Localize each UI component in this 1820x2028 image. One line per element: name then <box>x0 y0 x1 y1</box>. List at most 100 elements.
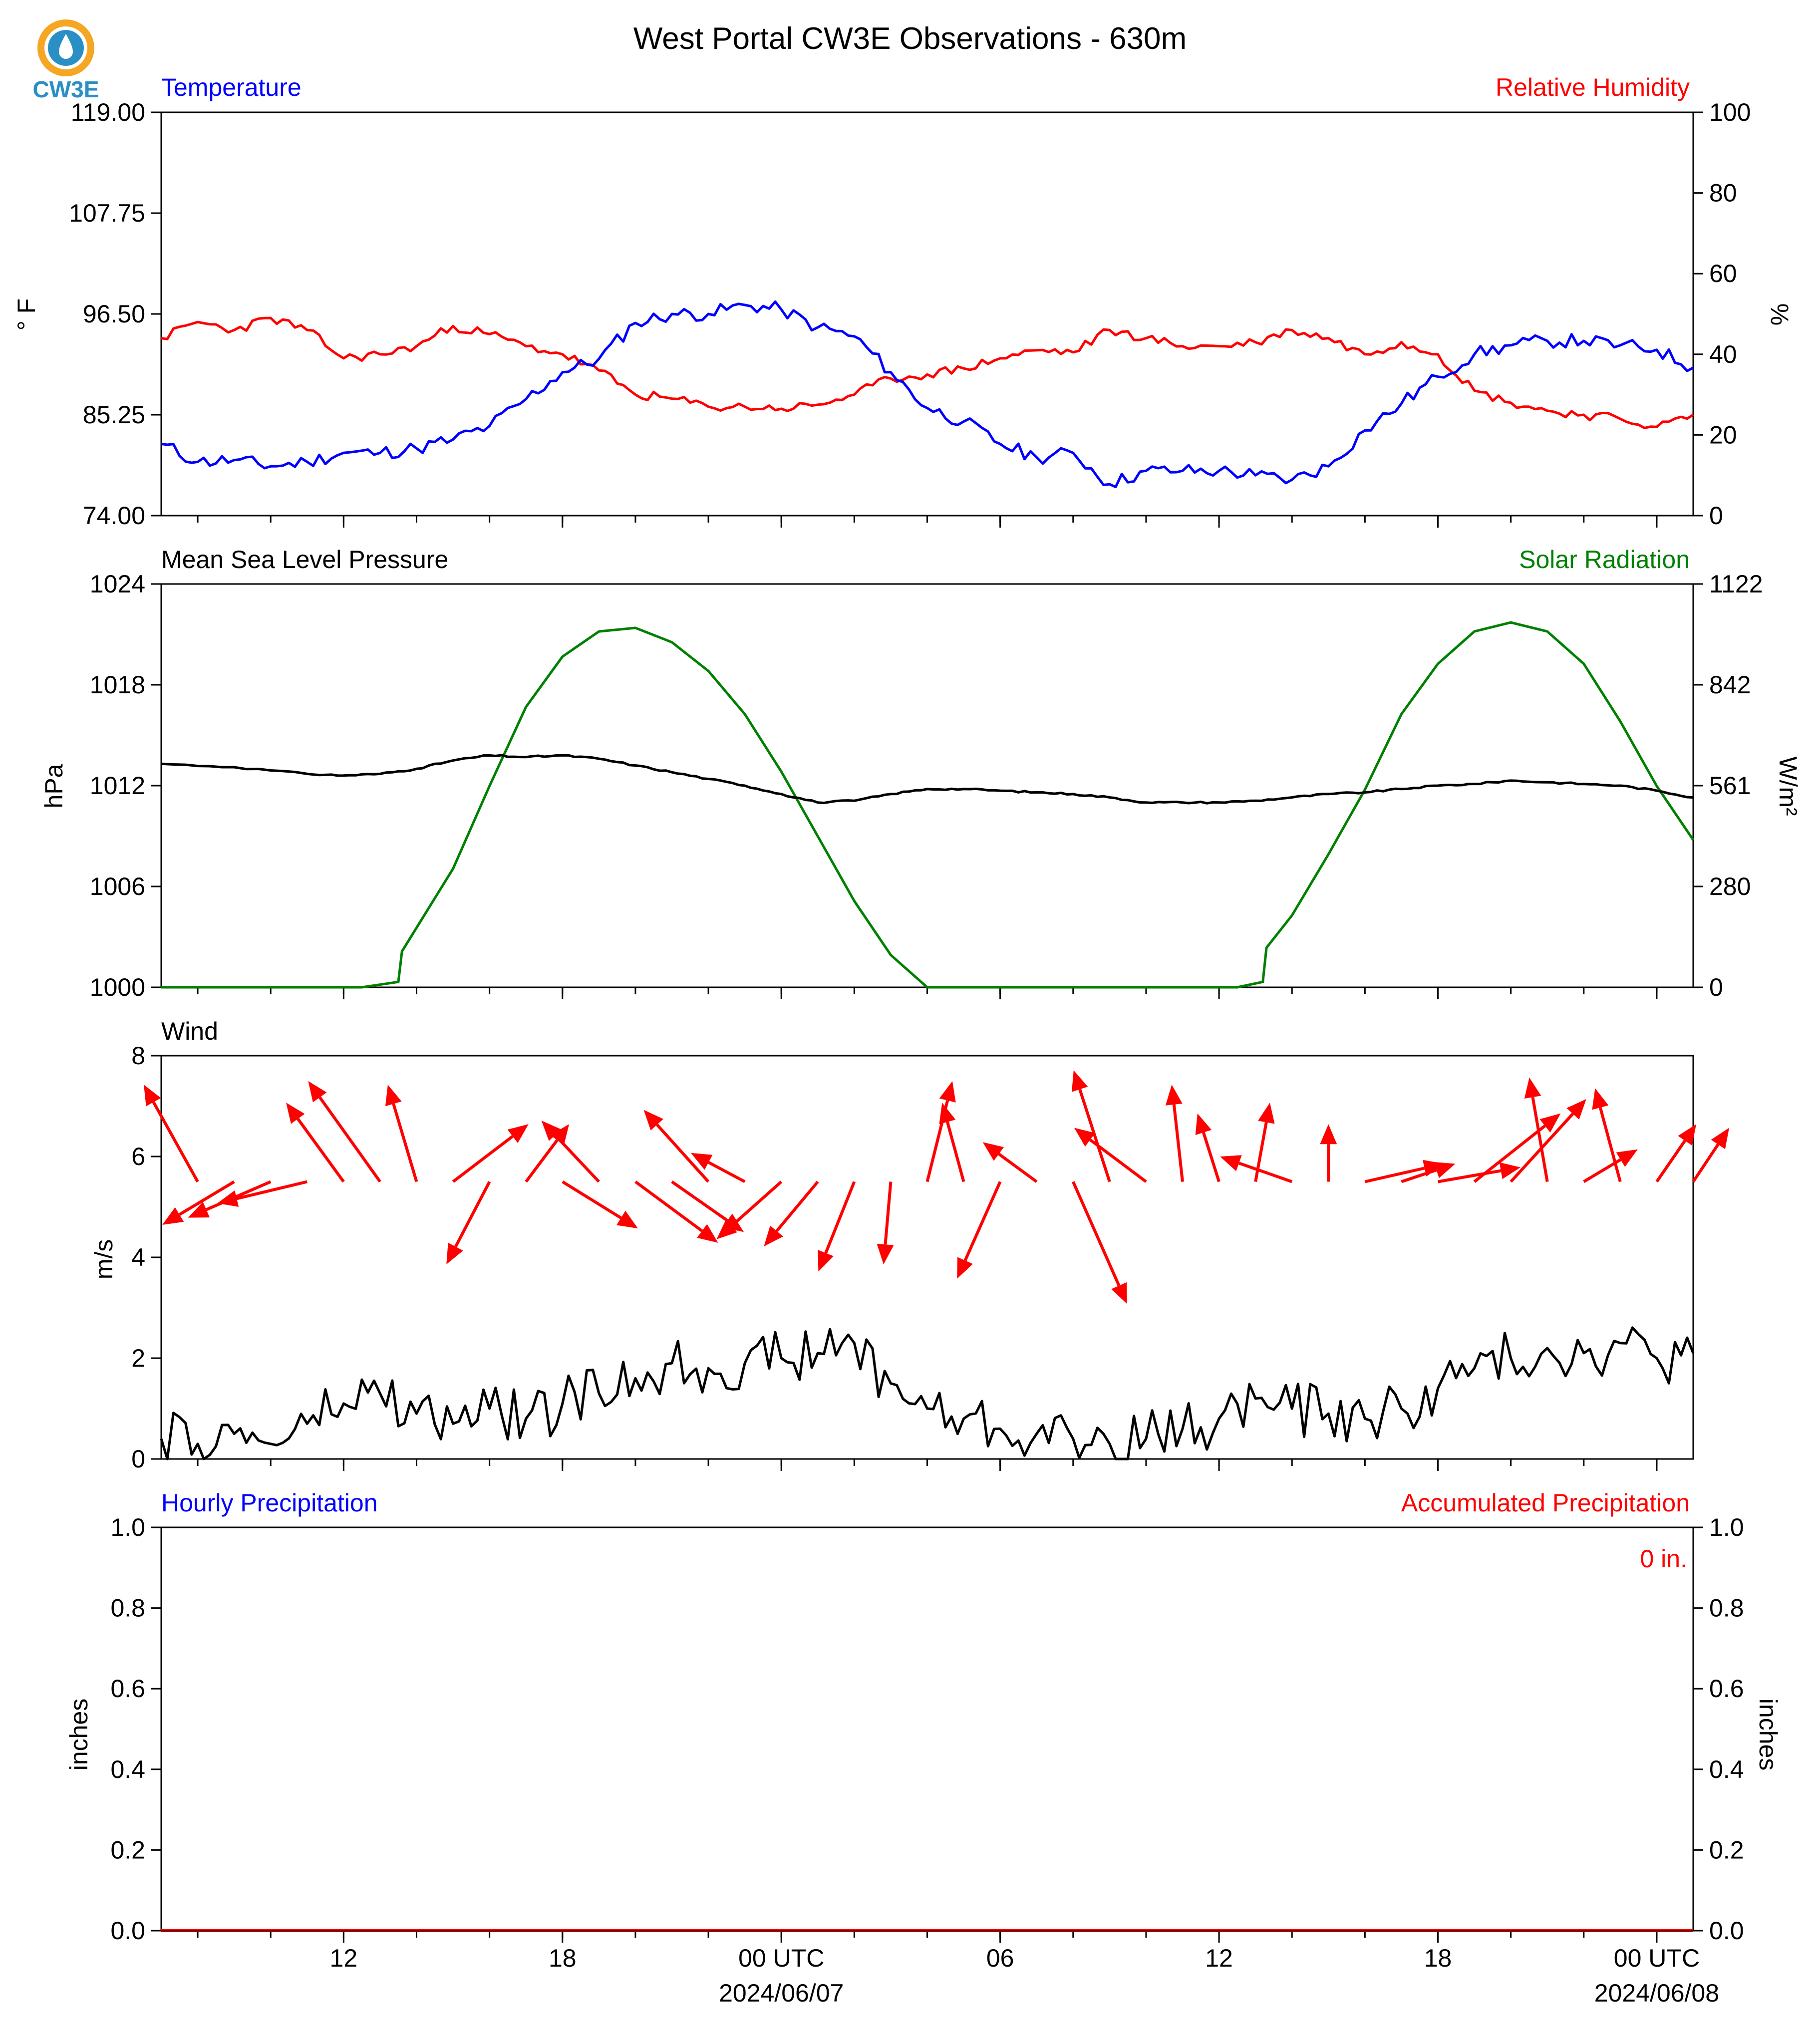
y-tick-label-right: 561 <box>1709 772 1751 800</box>
wind-arrow <box>1254 1103 1275 1182</box>
y-tick-label-right: 80 <box>1709 179 1737 207</box>
cw3e-logo: CW3E <box>33 19 99 102</box>
wind-arrow-head <box>1711 1128 1729 1150</box>
y-tick-label-left: 2 <box>131 1344 145 1372</box>
wind-arrow-head <box>1111 1282 1127 1304</box>
wind-arrow <box>188 1180 272 1218</box>
humidity-line <box>161 316 1694 429</box>
wind-arrow-shaft <box>178 1180 235 1216</box>
wind-arrow-shaft <box>236 1180 307 1200</box>
wind-arrow-shaft <box>634 1180 703 1232</box>
wind-arrow <box>1071 1070 1111 1182</box>
wind-arrow-head <box>764 1225 783 1247</box>
y-tick-label-left: 0.0 <box>110 1917 145 1945</box>
wind-arrow-shaft <box>297 1118 345 1183</box>
y-tick-label-left: 1.0 <box>110 1513 145 1541</box>
pressure-solar-axes: 1000 1006 1012 1018 1024 0 280 561 842 1122 <box>90 570 1763 1001</box>
wind-arrow-shaft <box>1364 1166 1425 1183</box>
y-tick-label-left: 0.8 <box>110 1594 145 1622</box>
wind-arrow <box>877 1181 894 1265</box>
wind-arrow-head <box>1678 1124 1697 1146</box>
solar-axis-label: W/m² <box>1774 756 1802 816</box>
humidity-title: Relative Humidity <box>1496 73 1690 101</box>
wind-arrow-shaft <box>562 1180 622 1219</box>
y-tick-label-left: 1006 <box>90 872 145 900</box>
y-tick-label-right: 0.6 <box>1709 1675 1744 1703</box>
temperature-axis-label: ° F <box>12 298 40 330</box>
wind-arrow <box>1320 1124 1337 1182</box>
y-tick-label-left: 1000 <box>90 973 145 1001</box>
wind-arrow <box>643 1110 710 1183</box>
wind-arrow-shaft <box>318 1096 381 1183</box>
y-tick-label-right: 842 <box>1709 671 1751 699</box>
wind-arrow-shaft <box>1473 1125 1546 1183</box>
wind-arrow <box>541 1121 601 1183</box>
wind-arrow-shaft <box>1401 1168 1437 1183</box>
wind-arrow-head <box>1616 1149 1638 1167</box>
wind-arrow-head <box>716 1219 737 1239</box>
y-tick-label-right: 0.4 <box>1709 1755 1744 1783</box>
wind-arrow-head <box>541 1121 562 1141</box>
wind-arrow-shaft <box>152 1101 199 1182</box>
wind-arrow-shaft <box>206 1180 272 1211</box>
wind-arrow-shaft <box>963 1181 1002 1261</box>
wind-arrow-shaft <box>708 1161 746 1183</box>
y-tick-label-left: 74.00 <box>83 502 145 530</box>
wind-arrow-head <box>643 1110 663 1131</box>
y-tick-label-right: 100 <box>1709 98 1751 126</box>
wind-arrow-head <box>286 1103 305 1124</box>
wind-arrow <box>452 1124 529 1183</box>
x-tick-label: 12 <box>1205 1944 1233 1972</box>
temp-rh-axes: 74.00 85.25 96.50 107.75 119.00 0 20 40 60 80 100 <box>69 98 1751 530</box>
wind-arrow <box>385 1085 418 1182</box>
wind-arrow-head <box>1592 1088 1609 1110</box>
y-tick-label-left: 4 <box>131 1243 145 1271</box>
y-tick-label-left: 1012 <box>90 772 145 800</box>
logo-ring-icon <box>37 19 94 76</box>
logo-drop-icon <box>59 34 73 59</box>
wind-arrow-shaft <box>1598 1107 1622 1182</box>
wind-arrow <box>818 1181 856 1272</box>
wind-arrow-shaft <box>1531 1097 1549 1182</box>
wind-arrow-head <box>697 1224 718 1243</box>
y-tick-label-right: 280 <box>1709 872 1751 900</box>
wind-arrow-shaft <box>998 1153 1038 1183</box>
wind-arrow-shaft <box>525 1139 559 1183</box>
wind-arrow-head <box>1524 1077 1541 1099</box>
y-tick-label-right: 0.8 <box>1709 1594 1744 1622</box>
wind-arrow <box>1692 1128 1729 1183</box>
wind-arrow-shaft <box>1692 1144 1720 1183</box>
y-tick-label-right: 0.2 <box>1709 1836 1744 1864</box>
wind-arrow <box>162 1180 235 1225</box>
wind-arrow-head <box>939 1103 956 1125</box>
wind-arrow-head <box>188 1201 210 1218</box>
y-tick-label-right: 0 <box>1709 973 1723 1001</box>
y-tick-label-right: 1122 <box>1709 570 1763 598</box>
panel-pressure-solar: Mean Sea Level Pressure Solar Radiation … <box>40 546 1802 1001</box>
wind-arrow <box>957 1181 1002 1279</box>
wind-arrow-shaft <box>1078 1089 1111 1182</box>
panel-wind: Wind m/s 0 2 4 6 8 <box>90 1017 1729 1473</box>
wind-arrow-head <box>1195 1113 1212 1135</box>
wind-arrow <box>634 1180 718 1243</box>
wind-arrow-shaft <box>730 1180 783 1227</box>
wind-arrow-shaft <box>1072 1181 1121 1286</box>
logo-text: CW3E <box>33 76 99 102</box>
wind-arrow <box>1220 1155 1293 1183</box>
y-tick-label-left: 0.6 <box>110 1675 145 1703</box>
y-tick-label-right: 60 <box>1709 260 1737 288</box>
x-tick-label: 18 <box>549 1944 577 1972</box>
hourly-precip-axis-label: inches <box>65 1699 93 1771</box>
accumulated-precip-value: 0 in. <box>1640 1545 1687 1573</box>
wind-arrow-head <box>957 1257 973 1279</box>
wind-arrow-shaft <box>1202 1132 1220 1182</box>
x-tick-label: 06 <box>986 1944 1014 1972</box>
wind-arrow-shaft <box>884 1181 893 1245</box>
pressure-line <box>161 754 1694 805</box>
wind-arrow <box>1592 1088 1622 1182</box>
wind-axis-label: m/s <box>90 1239 118 1280</box>
wind-arrow-head <box>162 1207 184 1225</box>
wind-arrow-shaft <box>775 1180 819 1232</box>
wind-arrow <box>1074 1128 1147 1183</box>
pressure-axis-label: hPa <box>40 764 68 808</box>
